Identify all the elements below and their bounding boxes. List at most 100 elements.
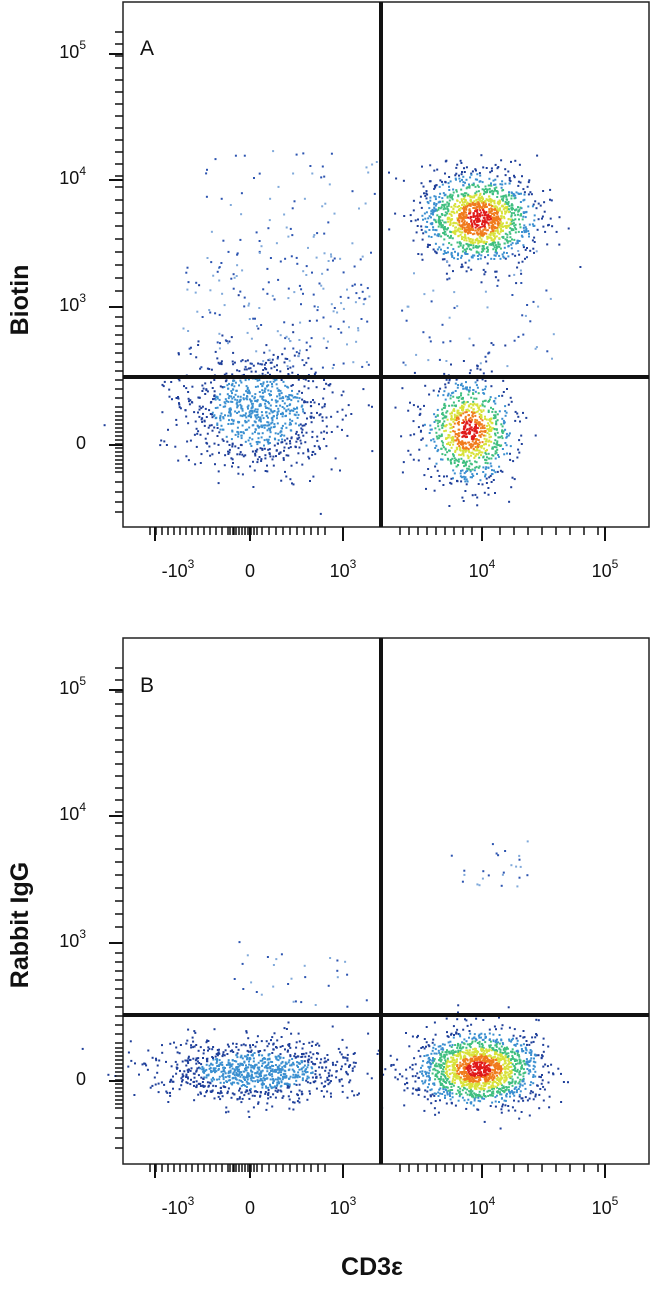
panel-a-dot-upper-right [457, 195, 460, 198]
panel-a-dot-sparse [240, 192, 243, 195]
panel-a-dot-upper-right [461, 199, 463, 202]
panel-a-dot-upper-right [443, 226, 446, 229]
panel-b-dot-lower-left [184, 1059, 187, 1062]
panel-a-dot-lower-right [476, 404, 479, 407]
panel-a-dot-upper-right [513, 193, 516, 196]
panel-b-dot-lower-left [283, 1069, 286, 1072]
panel-a-dot-lower-right [490, 370, 493, 373]
panel-a-dot-upper-right [476, 213, 479, 216]
panel-b-dot-lower-left [329, 1092, 332, 1095]
panel-a-dot-upper-right [500, 217, 503, 220]
panel-a-dot-lower-right [483, 447, 486, 450]
panel-b-dot-lower-left [195, 1086, 198, 1089]
panel-a-dot-lower-left [309, 405, 312, 408]
panel-a-dot-sparse [546, 350, 549, 353]
panel-b-dot-lower-left [292, 1073, 295, 1076]
panel-a-dot-lower-right [452, 469, 455, 472]
panel-a-dot-upper-right [537, 218, 540, 221]
panel-a-dot-lower-left-sparse [268, 349, 271, 352]
panel-a-dot-lower-right [508, 500, 511, 503]
panel-b-dot-lower-left [245, 1089, 248, 1092]
panel-b-dot-lower-left [281, 1061, 284, 1064]
panel-b-dot-lower-left [303, 1064, 306, 1067]
panel-a-dot-lower-left [244, 454, 247, 457]
panel-a-dot-lower-left [239, 400, 242, 403]
panel-b-dot-lower-left [276, 1065, 279, 1068]
panel-b-dot-lower-left [206, 1039, 209, 1042]
panel-a-dot-upper-right [450, 218, 453, 221]
panel-a-dot-upper-right [459, 244, 462, 247]
panel-a-dot-lower-right [481, 441, 484, 444]
panel-a-dot-upper-right [469, 241, 472, 244]
panel-a-dot-lower-left [293, 354, 296, 357]
panel-b-dot-lower-left [272, 1078, 275, 1080]
panel-a-dot-lower-left-sparse [200, 366, 203, 369]
panel-a-dot-lower-left [242, 397, 245, 400]
panel-a-dot-upper-right [501, 223, 503, 226]
panel-a-dot-lower-left [276, 414, 278, 417]
panel-a-dot-lower-right [493, 428, 496, 431]
panel-a-dot-lower-right [435, 444, 438, 447]
panel-a-dot-lower-right [443, 402, 446, 405]
panel-a-dot-lower-right [491, 469, 493, 472]
panel-a-dot-lower-left [216, 435, 219, 437]
panel-a-dot-lower-left [246, 388, 249, 391]
panel-b-dot-lower-right [437, 1077, 440, 1080]
panel-a-dot-lower-right [472, 400, 475, 403]
panel-b-dot-lower-left [247, 1050, 250, 1053]
panel-b-dot-lower-right [503, 1067, 505, 1070]
panel-a-dot-lower-left-sparse [227, 342, 229, 345]
panel-a-dot-lower-left [280, 392, 283, 395]
panel-a-dot-upper-right [483, 221, 486, 224]
panel-b-dot-lower-right [486, 1068, 489, 1071]
panel-a-dot-upper-right [491, 216, 494, 219]
panel-a-dot-sparse [402, 361, 405, 364]
panel-a-dot-upper-right [443, 258, 446, 261]
panel-a-dot-lower-left [237, 435, 240, 438]
panel-a-dot-lower-left-sparse [236, 264, 239, 267]
panel-a-dot-upper-right [499, 224, 502, 227]
panel-b-dot-lower-left [225, 1080, 228, 1083]
panel-b-dot-lower-left [259, 1059, 262, 1062]
panel-a-dot-sparse [328, 183, 331, 186]
panel-a-dot-lower-right [484, 388, 487, 391]
panel-a-dot-lower-right [443, 416, 446, 419]
panel-b-dot-lower-left [295, 1079, 298, 1082]
panel-a-dot-upper-right [471, 238, 474, 241]
panel-a-dot-upper-right [506, 236, 509, 239]
panel-a-dot-sparse [535, 346, 538, 349]
panel-b-dot-lower-right [510, 1089, 513, 1092]
panel-a-dot-lower-right [439, 387, 442, 390]
panel-a-dot-lower-right [463, 425, 466, 428]
panel-b-dot-lower-left [272, 1043, 275, 1046]
panel-a-dot-lower-right [444, 404, 447, 407]
panel-a-dot-lower-left-sparse [313, 305, 316, 308]
panel-a-dot-lower-left [334, 457, 337, 460]
panel-a-dot-upper-right [502, 229, 504, 232]
panel-a-dot-sparse [449, 340, 452, 343]
panel-a-dot-lower-left [242, 393, 245, 396]
panel-a-dot-lower-left-sparse [295, 351, 298, 354]
panel-a-dot-upper-right [533, 224, 536, 227]
panel-b-dot-lower-right [532, 1076, 535, 1078]
panel-a-dot-upper-right [514, 214, 517, 217]
panel-b-dot-lower-left [155, 1059, 158, 1062]
panel-a-dot-upper-right [462, 184, 465, 187]
panel-a-dot-lower-right [468, 443, 471, 446]
panel-a-dot-lower-left-sparse [355, 292, 358, 295]
panel-b-dot-lower-left [267, 1054, 270, 1057]
panel-a-dot-lower-right [482, 466, 485, 469]
panel-b-dot-lower-left [209, 1090, 212, 1093]
panel-a-dot-sparse [442, 341, 445, 344]
panel-b-dot-lower-left [224, 1049, 227, 1052]
panel-b-dot-lower-left [195, 1057, 198, 1060]
panel-a-dot-upper-right [485, 229, 488, 232]
panel-a-dot-lower-left-sparse [223, 304, 226, 307]
panel-a-dot-upper-right [444, 160, 447, 163]
panel-a-dot-lower-right [473, 430, 476, 433]
panel-a-dot-lower-right [457, 434, 460, 437]
panel-a-dot-lower-right [461, 441, 464, 444]
panel-b-dot-lower-left [193, 1045, 196, 1048]
panel-b-dot-lower-left [212, 1084, 215, 1087]
panel-a-dot-lower-right [432, 438, 435, 441]
